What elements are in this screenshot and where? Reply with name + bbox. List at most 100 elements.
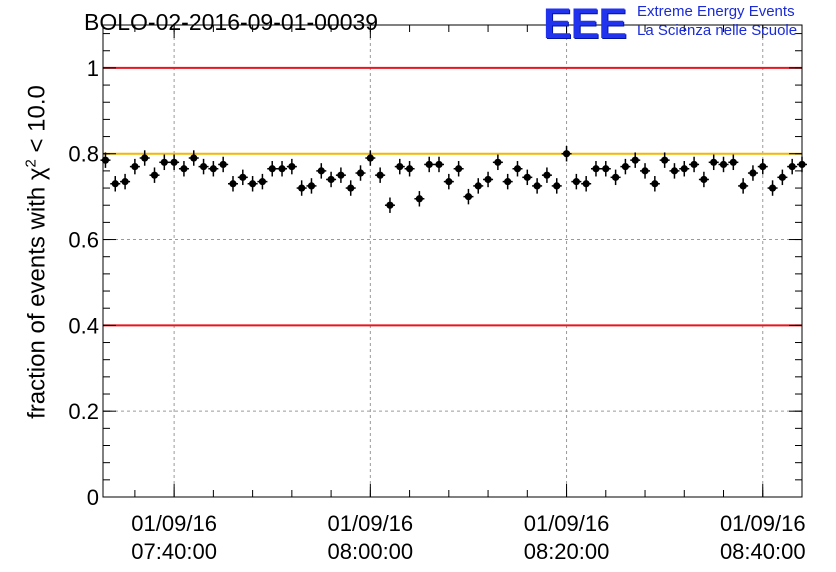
x-tick-label-date: 01/09/16 (131, 511, 217, 536)
data-point (463, 188, 474, 205)
data-point (208, 161, 219, 177)
data-point (159, 154, 170, 171)
marker (131, 163, 139, 171)
data-point (375, 167, 386, 183)
x-tick-label-date: 01/09/16 (524, 511, 610, 536)
marker (572, 178, 580, 186)
data-point (483, 171, 494, 188)
marker (749, 169, 757, 177)
data-point (718, 156, 729, 173)
y-axis-label-text: fraction of events with χ (23, 167, 51, 419)
data-point (384, 197, 395, 213)
data-point (326, 171, 337, 188)
data-point (502, 173, 513, 190)
marker (455, 165, 463, 173)
marker (788, 163, 796, 171)
data-point (473, 178, 484, 194)
chart-title: BOLO-02-2016-09-01-00039 (84, 9, 379, 35)
marker (141, 154, 149, 162)
data-point (355, 165, 366, 181)
data-point (679, 161, 690, 177)
x-tick-label: 01/09/16 08:40:00 (720, 511, 806, 564)
data-point (394, 158, 405, 175)
marker (356, 169, 365, 177)
data-point (424, 156, 435, 173)
data-point (335, 167, 346, 183)
data-point (541, 167, 552, 183)
data-point (306, 178, 317, 194)
marker (690, 160, 698, 169)
data-point (659, 152, 670, 168)
data-point (571, 173, 582, 190)
marker (719, 160, 728, 169)
marker (435, 160, 443, 169)
data-point (610, 169, 621, 186)
marker (298, 184, 306, 192)
data-point (492, 154, 503, 171)
marker (670, 167, 679, 175)
data-point (728, 154, 739, 171)
x-tick-label-time: 08:00:00 (328, 539, 414, 564)
marker (768, 184, 777, 192)
data-point (777, 169, 788, 186)
marker (366, 154, 374, 162)
data-point (227, 176, 238, 192)
marker (258, 178, 267, 186)
data-point (237, 169, 248, 186)
marker (249, 180, 257, 188)
marker (543, 171, 551, 179)
logo-text-line2: La Scienza nelle Scuole (637, 22, 798, 39)
data-point (669, 163, 680, 179)
data-point (689, 156, 700, 173)
marker (582, 180, 590, 188)
y-tick-label: 0.8 (68, 142, 99, 167)
y-axis-label-exponent: 2 (22, 159, 40, 168)
marker (160, 158, 168, 166)
data-point (198, 158, 209, 175)
marker (307, 182, 316, 190)
marker (278, 165, 286, 173)
marker (484, 175, 492, 184)
x-tick-label-time: 08:20:00 (524, 539, 610, 564)
data-point (267, 161, 278, 177)
data-point (649, 176, 660, 192)
marker (150, 171, 159, 179)
marker (190, 154, 198, 162)
marker (464, 193, 473, 201)
data-points (100, 146, 807, 213)
x-tick-label: 01/09/16 08:00:00 (328, 511, 414, 564)
logo-text-line1: Extreme Energy Events (637, 3, 795, 20)
data-point (286, 158, 297, 175)
marker (317, 167, 325, 175)
marker (386, 201, 394, 209)
data-point (620, 158, 631, 175)
marker (199, 163, 208, 171)
marker (425, 160, 433, 169)
data-point (218, 156, 229, 173)
y-tick-label: 0 (87, 485, 99, 510)
data-point (100, 152, 111, 168)
data-point (277, 161, 288, 177)
marker (621, 163, 630, 171)
marker (327, 175, 335, 184)
data-point (698, 171, 709, 188)
marker (229, 180, 237, 188)
data-point (129, 158, 140, 175)
marker (602, 165, 610, 173)
data-point (453, 161, 464, 177)
y-tick-label: 1 (87, 56, 99, 81)
y-axis: 0 0.2 0.4 0.6 0.8 1 (68, 33, 802, 510)
marker (553, 182, 561, 190)
x-tick-label: 01/09/16 08:20:00 (524, 511, 610, 564)
marker (562, 150, 571, 158)
marker (396, 163, 404, 171)
data-point (414, 191, 425, 207)
marker (504, 178, 512, 186)
marker (523, 173, 531, 181)
data-point (316, 163, 327, 179)
marker (288, 163, 296, 171)
marker (347, 184, 355, 192)
data-point (365, 150, 376, 166)
eee-logo: EEE (543, 0, 627, 48)
